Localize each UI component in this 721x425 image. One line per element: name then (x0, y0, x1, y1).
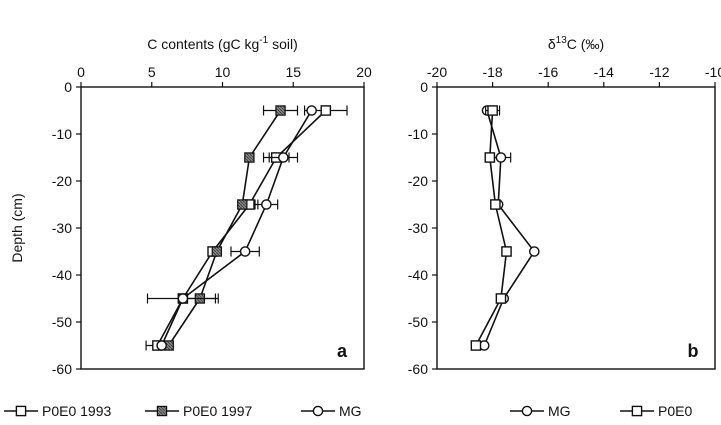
legend-marker (156, 405, 168, 417)
data-point (177, 293, 189, 304)
y-tick-label: -10 (52, 126, 72, 142)
panel-b-delta13c: -20 -18 -16 -14 -12 -10 0 -10 -20 -30 -40 -50 -60 δ13… (408, 35, 721, 377)
y-tick-label: -50 (408, 314, 428, 330)
y-tick-label: -20 (52, 173, 72, 189)
x-tick-label: 10 (215, 64, 231, 80)
data-point (495, 293, 507, 304)
series-mg (146, 105, 317, 351)
series-line (156, 109, 327, 346)
data-point (278, 152, 289, 163)
y-tick-label: 0 (420, 79, 428, 95)
plot-frame (436, 86, 716, 370)
legend-item-p0e0-1997: P0E0 1997 (145, 403, 252, 419)
data-point (320, 105, 332, 116)
y-tick-label: 0 (64, 79, 72, 95)
data-point (237, 199, 248, 210)
y-tick-label: -40 (408, 267, 428, 283)
data-point (275, 105, 286, 116)
y-tick-label: -10 (408, 126, 428, 142)
legend-item-mg: MG (301, 403, 362, 419)
x-tick-label: -12 (649, 64, 669, 80)
y-tick-label: -40 (52, 267, 72, 283)
data-point (239, 246, 251, 257)
legend-label: P0E0 1997 (183, 403, 252, 419)
series-line (483, 110, 536, 346)
x-axis-title: C contents (gC kg-1 soil) (147, 35, 298, 52)
legend-marker (15, 405, 27, 417)
data-point (487, 105, 498, 116)
legend-marker (521, 405, 533, 417)
legend-marker (631, 405, 643, 417)
legend-panel-b: MG P0E0 (510, 403, 692, 419)
data-point (261, 199, 272, 210)
x-tick-label: -20 (427, 64, 447, 80)
x-tick-label: 20 (356, 64, 372, 80)
y-tick-label: -60 (52, 361, 72, 377)
series-mg (478, 105, 540, 351)
x-tick-label: -18 (482, 64, 502, 80)
x-axis-title: δ13C (‰) (548, 35, 604, 52)
data-point (495, 152, 507, 163)
panel-a-carbon-content: 0 5 10 15 20 0 -10 -20 -30 -40 -50 -60 C contents (g… (9, 35, 372, 377)
y-tick-label: -50 (52, 314, 72, 330)
data-point (490, 199, 501, 210)
data-point (211, 246, 223, 257)
legend-label: P0E0 1993 (42, 403, 111, 419)
y-tick-label: -30 (52, 220, 72, 236)
x-tick-label: 15 (285, 64, 301, 80)
legend-item-p0e0-1993: P0E0 1993 (4, 403, 111, 419)
legend-item-p0e0: P0E0 (620, 403, 692, 419)
x-tick-label: -16 (538, 64, 558, 80)
data-point (484, 152, 496, 163)
legend-panel-a: P0E0 1993 P0E0 1997 MG (4, 403, 362, 419)
data-point (306, 105, 317, 116)
series-p0e0 (470, 105, 512, 351)
y-axis-title: Depth (cm) (9, 193, 25, 262)
x-tick-label: 0 (77, 64, 85, 80)
y-tick-label: -30 (408, 220, 428, 236)
y-tick-label: -20 (408, 173, 428, 189)
series-line (160, 110, 313, 346)
legend-label: P0E0 (658, 403, 692, 419)
panel-tag: a (337, 341, 348, 361)
series-line (168, 110, 282, 346)
x-tick-label: -10 (705, 64, 721, 80)
plot-frame (80, 86, 365, 370)
data-point (244, 152, 255, 163)
x-tick-label: -14 (594, 64, 614, 80)
legend-label: MG (548, 403, 571, 419)
data-point (156, 340, 167, 351)
x-tick-label: 5 (148, 64, 156, 80)
data-point (470, 340, 482, 351)
y-tick-label: -60 (408, 361, 428, 377)
series-line (475, 110, 508, 346)
data-point (501, 246, 512, 257)
legend-label: MG (339, 403, 362, 419)
legend-marker (312, 405, 324, 417)
data-point (529, 246, 540, 257)
legend-item-mg: MG (510, 403, 571, 419)
panel-tag: b (688, 341, 699, 361)
